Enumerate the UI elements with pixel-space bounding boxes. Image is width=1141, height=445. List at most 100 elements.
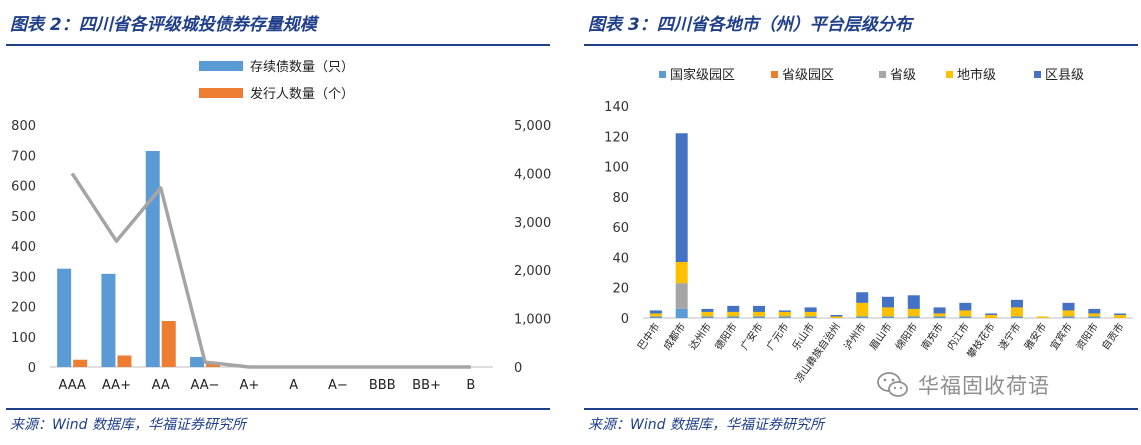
- left-chart-title: 图表 2：四川省各评级城投债券存量规模: [10, 15, 317, 35]
- stacked-bar-segment: [1010, 299, 1023, 308]
- stacked-bar-segment: [1062, 316, 1075, 318]
- x-tick-label: A−: [328, 378, 348, 393]
- stacked-bar-segment: [882, 307, 894, 317]
- stacked-bar-segment: [753, 316, 766, 318]
- legend-label: 国家级园区: [670, 67, 735, 83]
- y-tick-label: 140: [604, 100, 629, 115]
- stacked-bar-segment: [933, 313, 946, 317]
- stacked-bar-segment: [649, 313, 662, 317]
- stacked-bar-segment: [753, 305, 766, 312]
- x-tick-label: 自贡市: [1099, 320, 1127, 352]
- stacked-bar-segment: [830, 314, 843, 317]
- legend-label: 省级园区: [782, 68, 834, 83]
- x-tick-label: AAA: [58, 378, 86, 393]
- bar-issuers: [117, 355, 132, 367]
- legend-swatch: [1034, 71, 1041, 78]
- y2-tick-label: 3,000: [514, 216, 551, 231]
- stacked-bar-segment: [701, 316, 714, 318]
- stacked-bar-segment: [933, 316, 946, 318]
- x-tick-label: A: [289, 378, 298, 393]
- left-panel: 图表 2：四川省各评级城投债券存量规模 0 100 200 300 400 500 600 7…: [0, 0, 552, 445]
- x-tick-label: AA+: [102, 378, 131, 393]
- stacked-bar-segment: [1036, 316, 1049, 318]
- x-tick-label: B: [466, 378, 475, 393]
- legend-label: 区县级: [1045, 68, 1084, 83]
- x-tick-label: 广元市: [763, 320, 791, 352]
- y-tick-label: 120: [604, 130, 629, 145]
- legend-swatch: [879, 71, 886, 78]
- legend-label: 发行人数量（个）: [250, 86, 354, 102]
- x-tick-label: 泸州市: [841, 320, 869, 352]
- stacked-bar-segment: [985, 313, 998, 315]
- stacked-bar-segment: [907, 295, 920, 309]
- stacked-bar-segment: [727, 316, 740, 318]
- y-tick-label: 0: [621, 312, 629, 327]
- right-chart: 0 20 40 60 80 100 120 140 巴中市 成都市 达州市 德阳市 广安市 广元市 乐山市凉…: [604, 67, 1133, 385]
- stacked-bar-segment: [959, 316, 972, 318]
- x-tick-label: 南充市: [918, 320, 946, 352]
- stacked-bar-segment: [1010, 316, 1023, 318]
- stacked-bar-segment: [1088, 308, 1101, 314]
- stacked-bar-segment: [1114, 314, 1127, 318]
- y-tick-label: 400: [11, 240, 36, 255]
- x-tick-label: 绵阳市: [892, 320, 920, 352]
- legend-swatch: [771, 71, 778, 78]
- stacked-bar-segment: [1088, 313, 1101, 317]
- left-title-rule: [6, 44, 550, 46]
- y2-tick-label: 2,000: [514, 264, 551, 279]
- stacked-bar-segment: [701, 308, 714, 312]
- stacked-bar-segment: [830, 316, 843, 318]
- legend-label: 存续债数量（只）: [250, 60, 354, 75]
- x-tick-label: 宜宾市: [1047, 320, 1075, 352]
- stacked-bar-segment: [907, 308, 920, 317]
- stacked-bar-segment: [675, 283, 688, 309]
- y-tick-label: 60: [612, 221, 629, 236]
- stacked-bar-segment: [753, 311, 766, 317]
- legend-swatch: [659, 71, 666, 78]
- line-series: [70, 172, 471, 369]
- stacked-bar-segment: [1062, 310, 1075, 317]
- stacked-bar-segment: [804, 316, 817, 318]
- stacked-bar-segment: [649, 316, 662, 318]
- bar-issuers: [206, 363, 221, 367]
- x-tick-label: 德阳市: [712, 320, 740, 352]
- y-tick-label: 300: [11, 270, 36, 285]
- y2-tick-label: 0: [514, 361, 522, 376]
- y-tick-label: 100: [604, 161, 629, 176]
- stacked-bar-segment: [907, 316, 920, 318]
- wechat-icon: [877, 372, 908, 397]
- stacked-bar-segment: [804, 307, 817, 312]
- stacked-bar-segment: [1088, 316, 1101, 318]
- stacked-bar-segment: [856, 292, 869, 303]
- y-tick-label: 200: [11, 301, 36, 316]
- left-chart: 0 100 200 300 400 500 600 700 800 0 1,000 2,000 3,00…: [11, 60, 551, 393]
- stacked-bar-segment: [804, 311, 817, 317]
- y2-tick-label: 1,000: [514, 313, 551, 328]
- stacked-bar-segment: [856, 302, 869, 317]
- left-source-rule: [6, 408, 550, 410]
- right-title-rule: [584, 44, 1138, 46]
- x-tick-label: 乐山市: [789, 320, 817, 352]
- watermark: 华福固收荷语: [876, 370, 1050, 400]
- legend-swatch: [199, 88, 243, 98]
- y-tick-label: 100: [11, 331, 36, 346]
- x-tick-label: 广安市: [738, 320, 766, 352]
- x-tick-label: 资阳市: [1073, 320, 1101, 352]
- left-source: 来源：Wind 数据库，华福证券研究所: [10, 417, 246, 433]
- y-tick-label: 800: [11, 119, 36, 134]
- stacked-bar-segment: [727, 311, 740, 317]
- x-tick-label: AA−: [191, 378, 220, 393]
- x-tick-label: 内江市: [944, 320, 972, 352]
- x-tick-label: 巴中市: [634, 320, 662, 352]
- x-tick-label: BBB: [369, 378, 396, 393]
- stacked-bar-segment: [856, 316, 869, 318]
- stacked-bar-segment: [675, 133, 688, 262]
- stacked-bar-segment: [882, 296, 894, 308]
- bar-issuers: [161, 321, 176, 367]
- stacked-bar-segment: [1114, 313, 1127, 315]
- y-tick-label: 700: [11, 149, 36, 164]
- stacked-bar-segment: [933, 307, 946, 314]
- y-tick-label: 600: [11, 180, 36, 195]
- stacked-bar-segment: [778, 310, 791, 312]
- bar-bonds: [190, 357, 205, 367]
